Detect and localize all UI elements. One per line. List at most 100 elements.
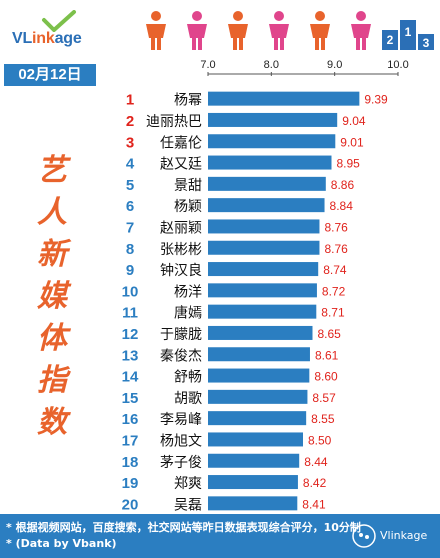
category-label: 于朦胧	[160, 327, 202, 343]
value-label: 8.50	[308, 433, 332, 447]
bar	[208, 240, 320, 255]
category-label: 茅子俊	[160, 455, 202, 471]
category-label: 杨旭文	[160, 433, 202, 449]
category-label: 吴磊	[174, 497, 202, 513]
x-tick-label: 10.0	[387, 59, 408, 71]
category-label: 唐嫣	[174, 305, 202, 322]
rank-label: 14	[122, 369, 139, 386]
bar	[208, 91, 360, 106]
value-label: 8.86	[331, 178, 355, 192]
footer-note-line: * 根据视频网站，百度搜索，社交网站等昨日数据表现综合评分，10分制	[6, 521, 361, 534]
value-label: 8.74	[323, 263, 347, 277]
side-title-char: 指	[37, 363, 67, 398]
value-label: 8.61	[315, 348, 339, 362]
rank-label: 12	[122, 326, 139, 343]
side-title-char: 媒	[37, 279, 67, 314]
value-label: 9.39	[364, 93, 388, 107]
bar	[208, 219, 320, 234]
value-label: 8.95	[337, 157, 361, 171]
category-label: 李易峰	[160, 412, 202, 428]
bar	[208, 496, 298, 511]
category-label: 郑爽	[174, 476, 202, 492]
category-label: 舒畅	[174, 370, 202, 386]
category-label: 秦俊杰	[160, 348, 202, 364]
category-label: 任嘉伦	[160, 135, 202, 151]
svg-text:2: 2	[387, 33, 394, 47]
x-tick-label: 7.0	[200, 59, 215, 71]
bar	[208, 432, 303, 447]
people-figures-icon	[146, 11, 371, 50]
vlinkage-logo: VLinkage	[8, 10, 108, 48]
rank-label: 5	[126, 177, 134, 194]
category-label: 赵又廷	[160, 157, 202, 173]
rank-label: 4	[126, 156, 135, 173]
bar	[208, 262, 319, 277]
side-title-char: 数	[37, 405, 67, 440]
rank-label: 20	[122, 496, 139, 513]
logo-check-icon	[42, 10, 76, 32]
rank-label: 3	[126, 134, 134, 151]
x-tick-label: 8.0	[264, 59, 279, 71]
watermark-text: Vlinkage	[380, 529, 428, 542]
rank-label: 8	[126, 241, 134, 258]
ranking-bar-chart: 7.0 8.0 9.0 10.0 1 杨幂 9.39 2 迪丽热巴 9.04 3 任嘉伦 9.01 4 赵…	[122, 59, 409, 513]
bar	[208, 134, 336, 149]
rank-label: 10	[122, 283, 139, 300]
value-label: 9.04	[342, 114, 366, 128]
svg-text:1: 1	[405, 25, 412, 39]
bar	[208, 283, 317, 298]
value-label: 8.72	[322, 284, 346, 298]
person-figure-icon	[146, 11, 166, 50]
rank-label: 13	[122, 347, 139, 364]
value-label: 8.42	[303, 476, 327, 490]
bar	[208, 368, 310, 383]
rank-label: 11	[122, 305, 138, 322]
rank-label: 2	[126, 113, 134, 130]
side-title-char: 体	[37, 321, 67, 356]
value-label: 8.65	[318, 327, 342, 341]
rank-label: 17	[122, 432, 139, 449]
category-label: 张彬彬	[160, 242, 202, 258]
category-label: 景甜	[174, 178, 202, 194]
bar	[208, 475, 298, 490]
date-badge: 02月12日	[4, 64, 96, 86]
footer-credit-line: * (Data by Vbank)	[6, 537, 117, 550]
category-label: 钟汉良	[160, 262, 202, 279]
bar	[208, 176, 326, 191]
category-label: 杨颖	[174, 199, 202, 215]
value-label: 8.55	[311, 412, 335, 426]
value-label: 8.71	[321, 306, 345, 320]
bar	[208, 155, 332, 170]
bar	[208, 304, 317, 319]
category-label: 赵丽颖	[160, 220, 202, 236]
value-label: 8.76	[324, 220, 348, 234]
category-label: 杨幂	[174, 93, 202, 109]
wechat-icon	[352, 524, 376, 548]
value-label: 8.41	[302, 497, 326, 511]
brand-name: VLinkage	[12, 30, 82, 47]
person-figure-icon	[228, 11, 248, 50]
side-title-char: 新	[37, 237, 67, 272]
watermark: Vlinkage	[350, 522, 438, 550]
podium-icon: 2 1 3	[382, 20, 434, 50]
value-label: 9.01	[340, 135, 364, 149]
category-label: 迪丽热巴	[146, 114, 202, 130]
bar	[208, 411, 307, 426]
bar	[208, 347, 310, 362]
rank-label: 16	[122, 411, 139, 428]
value-label: 8.84	[330, 199, 354, 213]
bar	[208, 112, 338, 127]
value-label: 8.57	[312, 391, 336, 405]
rank-label: 7	[126, 219, 134, 236]
person-figure-icon	[269, 11, 289, 50]
bar	[208, 389, 308, 404]
rank-label: 15	[122, 390, 139, 407]
side-title-char: 艺	[37, 153, 67, 188]
svg-text:3: 3	[423, 36, 430, 50]
value-label: 8.76	[324, 242, 348, 256]
person-figure-icon	[351, 11, 371, 50]
value-label: 8.60	[314, 370, 338, 384]
bar	[208, 198, 325, 213]
side-title: 艺 人 新 媒 体 指 数	[30, 150, 74, 444]
person-figure-icon	[310, 11, 330, 50]
